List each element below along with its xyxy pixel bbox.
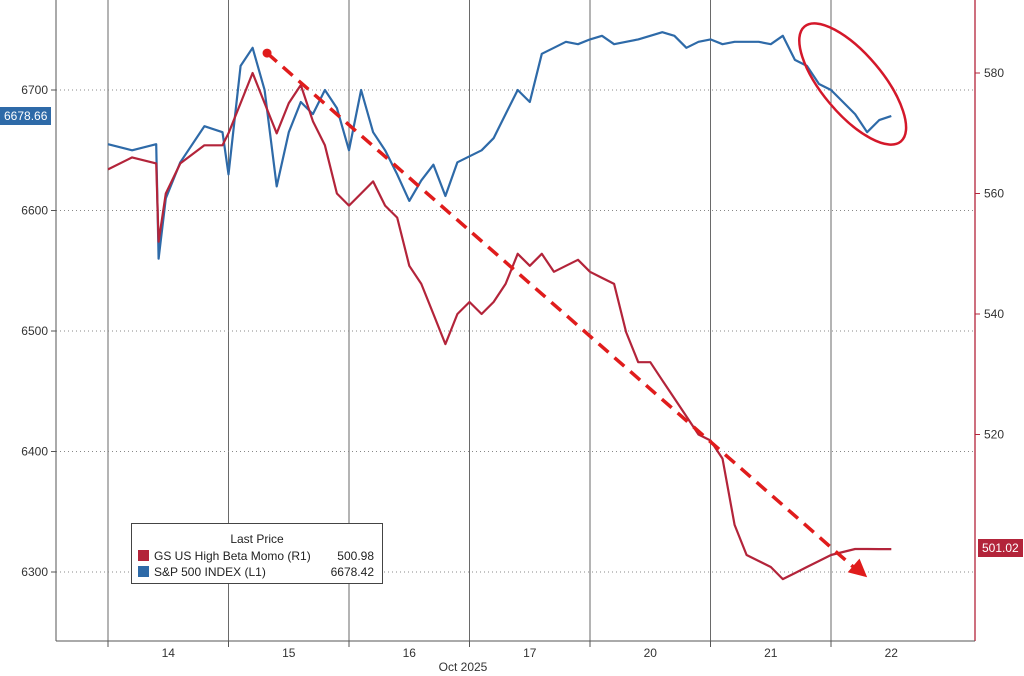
last-price-tag-right: 501.02 — [978, 539, 1023, 557]
y-left-tick-label: 6500 — [21, 324, 48, 338]
legend-item-high-beta-momo: GS US High Beta Momo (R1) 500.98 — [138, 548, 374, 563]
legend-swatch-red — [138, 550, 149, 561]
y-right-tick-label: 540 — [984, 307, 1004, 321]
x-tick-label: 20 — [644, 646, 658, 660]
legend-title: Last Price — [230, 532, 284, 546]
legend-value: 6678.42 — [330, 564, 374, 579]
x-tick-label: 22 — [885, 646, 899, 660]
last-price-tag-left: 6678.66 — [0, 107, 52, 125]
x-tick-label: 21 — [764, 646, 778, 660]
sp500-line — [107, 31, 892, 260]
y-right-tick-label: 520 — [984, 428, 1004, 442]
legend: Last Price GS US High Beta Momo (R1) 500… — [131, 523, 383, 584]
legend-item-sp500: S&P 500 INDEX (L1) 6678.42 — [138, 564, 374, 579]
legend-label: S&P 500 INDEX (L1) — [154, 564, 266, 579]
annotation-layer — [262, 22, 908, 578]
x-tick-label: 14 — [162, 646, 176, 660]
legend-label: GS US High Beta Momo (R1) — [154, 548, 311, 563]
gridlines — [56, 0, 975, 641]
y-left-tick-label: 6600 — [21, 204, 48, 218]
legend-value: 500.98 — [337, 548, 374, 563]
downtrend-arrow-line — [265, 51, 859, 572]
downtrend-arrow-head — [847, 558, 868, 578]
axes — [51, 0, 980, 647]
tick-labels: 6300 6400 6500 6600 6700 520 540 560 580 14 15 16 17… — [21, 66, 1004, 660]
x-tick-label: 17 — [523, 646, 537, 660]
y-left-tick-label: 6400 — [21, 445, 48, 459]
x-tick-label: 16 — [403, 646, 417, 660]
legend-swatch-blue — [138, 566, 149, 577]
y-right-tick-label: 580 — [984, 66, 1004, 80]
y-left-tick-label: 6700 — [21, 83, 48, 97]
x-tick-label: 15 — [282, 646, 296, 660]
x-axis-label: Oct 2025 — [439, 660, 488, 674]
y-left-tick-label: 6300 — [21, 565, 48, 579]
highlight-ellipse — [798, 22, 908, 146]
y-right-tick-label: 560 — [984, 187, 1004, 201]
